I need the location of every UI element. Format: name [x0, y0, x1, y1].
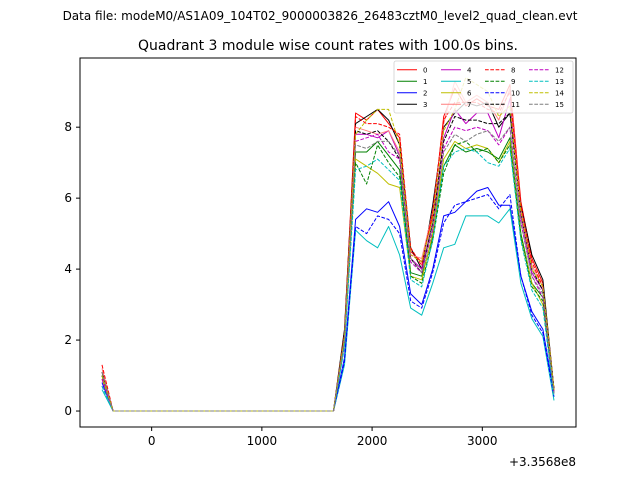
y-tick-label: 0 [64, 404, 72, 418]
y-tick-label: 4 [64, 262, 72, 276]
legend-label-14: 14 [555, 89, 564, 97]
legend-label-11: 11 [511, 101, 520, 109]
legend-label-0: 0 [423, 66, 427, 74]
series-line-6 [101, 140, 555, 412]
legend-label-15: 15 [555, 101, 564, 109]
chart-title: Quadrant 3 module wise count rates with … [138, 38, 518, 54]
x-tick-label: 0 [148, 434, 156, 448]
legend-label-8: 8 [511, 66, 515, 74]
series-line-8 [101, 91, 555, 412]
x-tick-label: 2000 [357, 434, 388, 448]
series-line-7 [101, 80, 555, 412]
x-axis-ticks: 0 1000 2000 3000 [148, 427, 498, 448]
y-tick-label: 8 [64, 120, 72, 134]
legend-label-13: 13 [555, 78, 564, 86]
legend-label-12: 12 [555, 66, 564, 74]
legend-label-2: 2 [423, 89, 427, 97]
legend-label-7: 7 [467, 101, 471, 109]
series-line-1 [101, 137, 555, 412]
legend-label-5: 5 [467, 78, 471, 86]
series-line-10 [101, 194, 555, 412]
legend-label-3: 3 [423, 101, 427, 109]
x-tick-label: 1000 [247, 434, 278, 448]
legend-label-9: 9 [511, 78, 515, 86]
legend-label-10: 10 [511, 89, 520, 97]
legend-box [393, 60, 574, 114]
y-tick-label: 6 [64, 191, 72, 205]
legend-label-6: 6 [467, 89, 472, 97]
series-line-0 [101, 84, 555, 412]
series-line-14 [101, 77, 555, 412]
suptitle: Data file: modeM0/AS1A09_104T02_90000038… [63, 9, 578, 23]
series-line-9 [101, 140, 555, 412]
legend-label-4: 4 [467, 66, 472, 74]
series-line-15 [101, 126, 555, 412]
y-tick-label: 2 [64, 333, 72, 347]
series-line-5 [101, 208, 555, 412]
plot-lines [101, 77, 555, 412]
y-axis-ticks: 0 2 4 6 8 [64, 120, 80, 418]
series-line-4 [101, 98, 555, 412]
series-line-2 [101, 187, 555, 412]
x-tick-label: 3000 [467, 434, 498, 448]
x-offset-label: +3.3568e8 [509, 455, 576, 469]
series-line-12 [101, 126, 555, 412]
legend-label-1: 1 [423, 78, 427, 86]
plot-frame [79, 57, 577, 428]
series-line-11 [101, 112, 555, 412]
